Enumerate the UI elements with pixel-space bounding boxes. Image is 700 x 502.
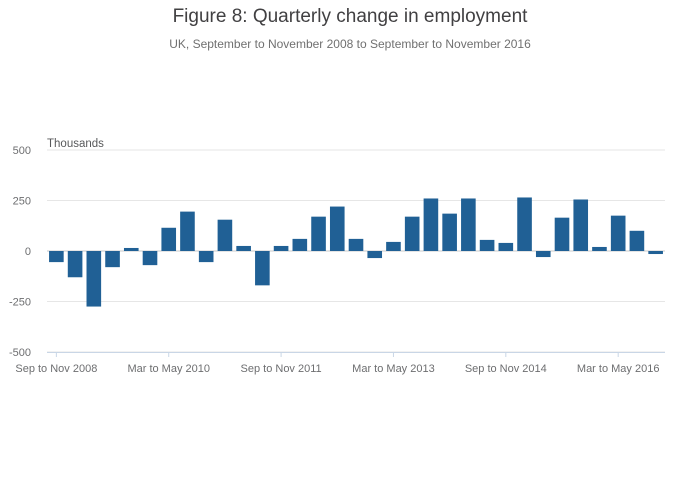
bar [67, 251, 83, 278]
bar [348, 238, 364, 251]
bar [610, 215, 626, 251]
x-tick-label: Sep to Nov 2014 [465, 363, 547, 375]
bar [386, 241, 401, 251]
y-tick-label: -500 [9, 347, 31, 359]
bar [367, 251, 383, 259]
bar [180, 211, 195, 251]
bar [49, 251, 64, 263]
x-axis: Sep to Nov 2008 Mar to May 2010 Sep to Nov… [15, 352, 665, 375]
bar [142, 251, 158, 266]
x-tick-label: Sep to Nov 2008 [15, 363, 97, 375]
bar [592, 246, 607, 251]
bars [49, 197, 663, 307]
bar [273, 245, 289, 251]
bar [198, 251, 214, 263]
y-axis-label: Thousands [47, 138, 104, 150]
x-tick-label: Sep to Nov 2011 [241, 363, 322, 375]
bar [105, 251, 120, 268]
bar [161, 227, 177, 251]
bar [217, 219, 233, 251]
bar [479, 239, 495, 251]
y-tick-label: 250 [13, 196, 31, 208]
y-tick-labels: 500 250 0 -250 -500 [9, 145, 31, 359]
bar [442, 213, 457, 251]
bar [535, 251, 551, 258]
bar [236, 245, 251, 251]
bar [423, 198, 439, 251]
bar [573, 199, 589, 251]
bar [517, 197, 532, 251]
chart-title: Figure 8: Quarterly change in employment [172, 6, 528, 27]
bar [292, 238, 308, 251]
bar [498, 242, 514, 251]
y-tick-label: -250 [9, 297, 31, 309]
y-tick-label: 0 [25, 246, 31, 258]
bar [404, 216, 420, 251]
x-tick-label: Mar to May 2016 [577, 363, 660, 375]
chart-subtitle: UK, September to November 2008 to Septem… [169, 37, 531, 51]
y-tick-label: 500 [13, 145, 31, 157]
x-tick-label: Mar to May 2010 [127, 363, 210, 375]
bar [461, 198, 476, 251]
x-tick-label: Mar to May 2013 [352, 363, 435, 375]
bar [629, 230, 645, 251]
bar [329, 206, 345, 251]
bar [311, 216, 326, 251]
bar [123, 247, 139, 251]
bar [86, 251, 102, 307]
bar [255, 251, 270, 286]
bar [554, 217, 570, 251]
bar [648, 251, 663, 255]
